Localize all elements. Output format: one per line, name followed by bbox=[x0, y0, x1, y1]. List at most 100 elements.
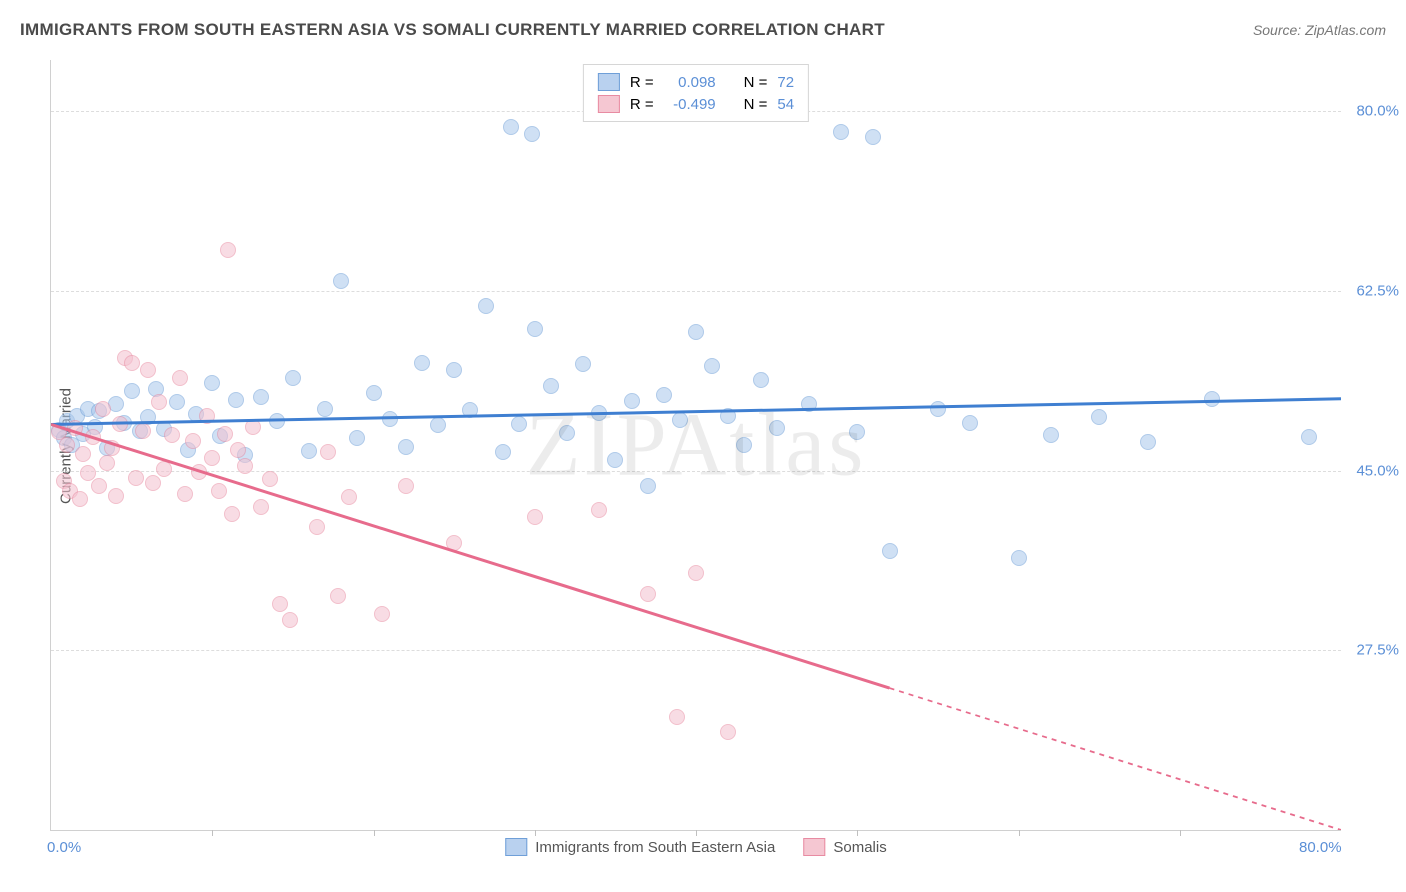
data-point bbox=[140, 362, 156, 378]
source-attribution: Source: ZipAtlas.com bbox=[1253, 22, 1386, 38]
data-point bbox=[204, 450, 220, 466]
legend-row: R = 0.098 N = 72 bbox=[598, 71, 794, 93]
data-point bbox=[199, 408, 215, 424]
data-point bbox=[833, 124, 849, 140]
data-point bbox=[430, 417, 446, 433]
data-point bbox=[962, 415, 978, 431]
chart-title: IMMIGRANTS FROM SOUTH EASTERN ASIA VS SO… bbox=[20, 20, 885, 40]
legend-item: Somalis bbox=[803, 838, 886, 856]
data-point bbox=[330, 588, 346, 604]
data-point bbox=[849, 424, 865, 440]
data-point bbox=[104, 440, 120, 456]
data-point bbox=[172, 370, 188, 386]
x-tick bbox=[696, 830, 697, 836]
data-point bbox=[59, 437, 75, 453]
legend-item: Immigrants from South Eastern Asia bbox=[505, 838, 775, 856]
data-point bbox=[211, 483, 227, 499]
data-point bbox=[285, 370, 301, 386]
data-point bbox=[333, 273, 349, 289]
x-tick bbox=[1180, 830, 1181, 836]
data-point bbox=[527, 321, 543, 337]
data-point bbox=[543, 378, 559, 394]
x-tick bbox=[535, 830, 536, 836]
data-point bbox=[320, 444, 336, 460]
legend-row: R = -0.499 N = 54 bbox=[598, 93, 794, 115]
n-value: 72 bbox=[777, 74, 794, 91]
data-point bbox=[640, 586, 656, 602]
data-point bbox=[128, 470, 144, 486]
data-point bbox=[688, 565, 704, 581]
data-point bbox=[769, 420, 785, 436]
data-point bbox=[865, 129, 881, 145]
data-point bbox=[1301, 429, 1317, 445]
data-point bbox=[446, 362, 462, 378]
data-point bbox=[720, 408, 736, 424]
data-point bbox=[185, 433, 201, 449]
data-point bbox=[269, 413, 285, 429]
data-point bbox=[591, 405, 607, 421]
n-label: N = bbox=[744, 74, 768, 91]
x-tick bbox=[1019, 830, 1020, 836]
data-point bbox=[478, 298, 494, 314]
data-point bbox=[1043, 427, 1059, 443]
data-point bbox=[177, 486, 193, 502]
data-point bbox=[1204, 391, 1220, 407]
data-point bbox=[462, 402, 478, 418]
data-point bbox=[156, 461, 172, 477]
data-point bbox=[382, 411, 398, 427]
data-point bbox=[341, 489, 357, 505]
data-point bbox=[124, 383, 140, 399]
data-point bbox=[398, 478, 414, 494]
swatch-icon bbox=[505, 838, 527, 856]
data-point bbox=[527, 509, 543, 525]
data-point bbox=[95, 401, 111, 417]
data-point bbox=[720, 724, 736, 740]
y-tick-label: 80.0% bbox=[1356, 103, 1399, 120]
data-point bbox=[1140, 434, 1156, 450]
data-point bbox=[91, 478, 107, 494]
data-point bbox=[224, 506, 240, 522]
data-point bbox=[607, 452, 623, 468]
data-point bbox=[262, 471, 278, 487]
data-point bbox=[220, 242, 236, 258]
data-point bbox=[309, 519, 325, 535]
data-point bbox=[135, 423, 151, 439]
data-point bbox=[669, 709, 685, 725]
swatch-icon bbox=[803, 838, 825, 856]
r-label: R = bbox=[630, 96, 654, 113]
data-point bbox=[151, 394, 167, 410]
data-point bbox=[301, 443, 317, 459]
data-point bbox=[253, 499, 269, 515]
data-point bbox=[80, 465, 96, 481]
data-point bbox=[108, 488, 124, 504]
data-point bbox=[624, 393, 640, 409]
y-tick-label: 45.0% bbox=[1356, 462, 1399, 479]
data-point bbox=[753, 372, 769, 388]
data-point bbox=[672, 412, 688, 428]
data-point bbox=[704, 358, 720, 374]
legend-label: Immigrants from South Eastern Asia bbox=[535, 839, 775, 856]
data-point bbox=[217, 426, 233, 442]
legend-label: Somalis bbox=[833, 839, 886, 856]
data-point bbox=[414, 355, 430, 371]
x-tick bbox=[857, 830, 858, 836]
x-tick bbox=[374, 830, 375, 836]
data-point bbox=[204, 375, 220, 391]
data-point bbox=[882, 543, 898, 559]
data-point bbox=[398, 439, 414, 455]
data-point bbox=[228, 392, 244, 408]
r-value: 0.098 bbox=[664, 74, 716, 91]
data-point bbox=[503, 119, 519, 135]
data-point bbox=[237, 458, 253, 474]
data-point bbox=[245, 419, 261, 435]
data-point bbox=[253, 389, 269, 405]
swatch-icon bbox=[598, 95, 620, 113]
data-point bbox=[282, 612, 298, 628]
x-tick-label: 80.0% bbox=[1299, 839, 1342, 856]
data-point bbox=[591, 502, 607, 518]
data-point bbox=[446, 535, 462, 551]
data-point bbox=[930, 401, 946, 417]
data-point bbox=[67, 420, 83, 436]
data-point bbox=[317, 401, 333, 417]
data-point bbox=[366, 385, 382, 401]
